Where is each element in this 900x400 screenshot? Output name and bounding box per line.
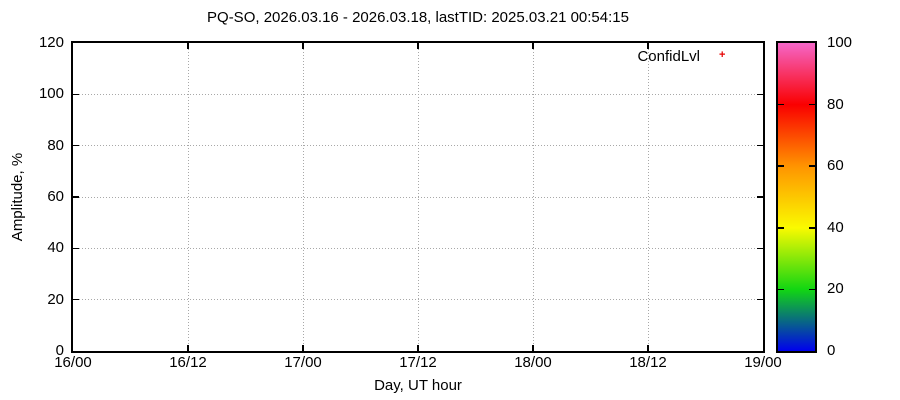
- colorbar-tick-label: 100: [827, 34, 853, 51]
- x-tick-mark: [647, 345, 649, 351]
- y-tick-label: 100: [38, 85, 64, 103]
- x-tick-mark-top: [302, 43, 304, 49]
- x-tick-label: 18/00: [514, 354, 552, 371]
- x-tick-mark: [532, 345, 534, 351]
- legend-label: ConfidLvl: [637, 48, 700, 65]
- x-tick-mark: [417, 345, 419, 351]
- y-tick-label: 20: [47, 290, 64, 308]
- plot-area: ConfidLvl +: [71, 41, 765, 353]
- y-tick-mark-right: [757, 196, 763, 198]
- y-grid-line: [73, 299, 763, 301]
- y-tick-label: 0: [55, 342, 64, 359]
- colorbar-tick-mark: [778, 165, 784, 167]
- y-grid-line: [73, 247, 763, 249]
- x-axis-label: Day, UT hour: [374, 377, 462, 394]
- y-tick-label: 40: [47, 239, 64, 257]
- y-grid-line: [73, 145, 763, 147]
- x-tick-label: 19/00: [744, 354, 782, 371]
- colorbar-tick-mark-right: [809, 103, 815, 106]
- x-tick-mark-top: [532, 43, 534, 49]
- colorbar-tick-label: 0: [827, 342, 836, 359]
- colorbar-tick-label: 20: [827, 280, 844, 298]
- colorbar-tick-mark-right: [809, 288, 815, 291]
- x-tick-label: 17/00: [284, 354, 322, 371]
- colorbar-tick-mark: [778, 288, 784, 291]
- x-tick-mark: [302, 345, 304, 351]
- y-grid-line: [73, 196, 763, 198]
- y-tick-mark-right: [757, 144, 763, 147]
- y-tick-mark: [73, 196, 79, 198]
- y-tick-mark: [73, 298, 79, 301]
- y-tick-mark-right: [757, 247, 763, 250]
- x-tick-label: 16/00: [54, 354, 92, 371]
- colorbar-tick-mark-right: [809, 227, 815, 229]
- x-tick-label: 18/12: [629, 354, 667, 371]
- colorbar-tick-label: 40: [827, 218, 844, 236]
- colorbar-tick-label: 80: [827, 95, 844, 113]
- colorbar-tick-mark-right: [809, 165, 815, 167]
- y-tick-mark-right: [757, 93, 763, 96]
- x-tick-mark: [187, 345, 189, 351]
- colorbar-tick-mark: [778, 103, 784, 106]
- legend-marker-point: +: [719, 49, 726, 61]
- y-tick-label: 120: [38, 34, 64, 51]
- x-tick-mark-top: [187, 43, 189, 49]
- x-tick-label: 17/12: [399, 354, 437, 371]
- y-tick-mark: [73, 247, 79, 250]
- y-tick-mark-right: [757, 298, 763, 301]
- chart-title: PQ-SO, 2026.03.16 - 2026.03.18, lastTID:…: [207, 9, 629, 26]
- y-tick-mark: [73, 144, 79, 147]
- x-tick-mark-top: [417, 43, 419, 49]
- x-tick-label: 16/12: [169, 354, 207, 371]
- y-tick-label: 60: [47, 188, 64, 205]
- colorbar-tick-mark: [778, 227, 784, 229]
- y-tick-label: 80: [47, 136, 64, 154]
- x-tick-mark-top: [647, 43, 649, 49]
- colorbar-gradient: [776, 41, 817, 353]
- colorbar-tick-label: 60: [827, 157, 844, 175]
- y-grid-line: [73, 93, 763, 95]
- y-tick-mark: [73, 93, 79, 96]
